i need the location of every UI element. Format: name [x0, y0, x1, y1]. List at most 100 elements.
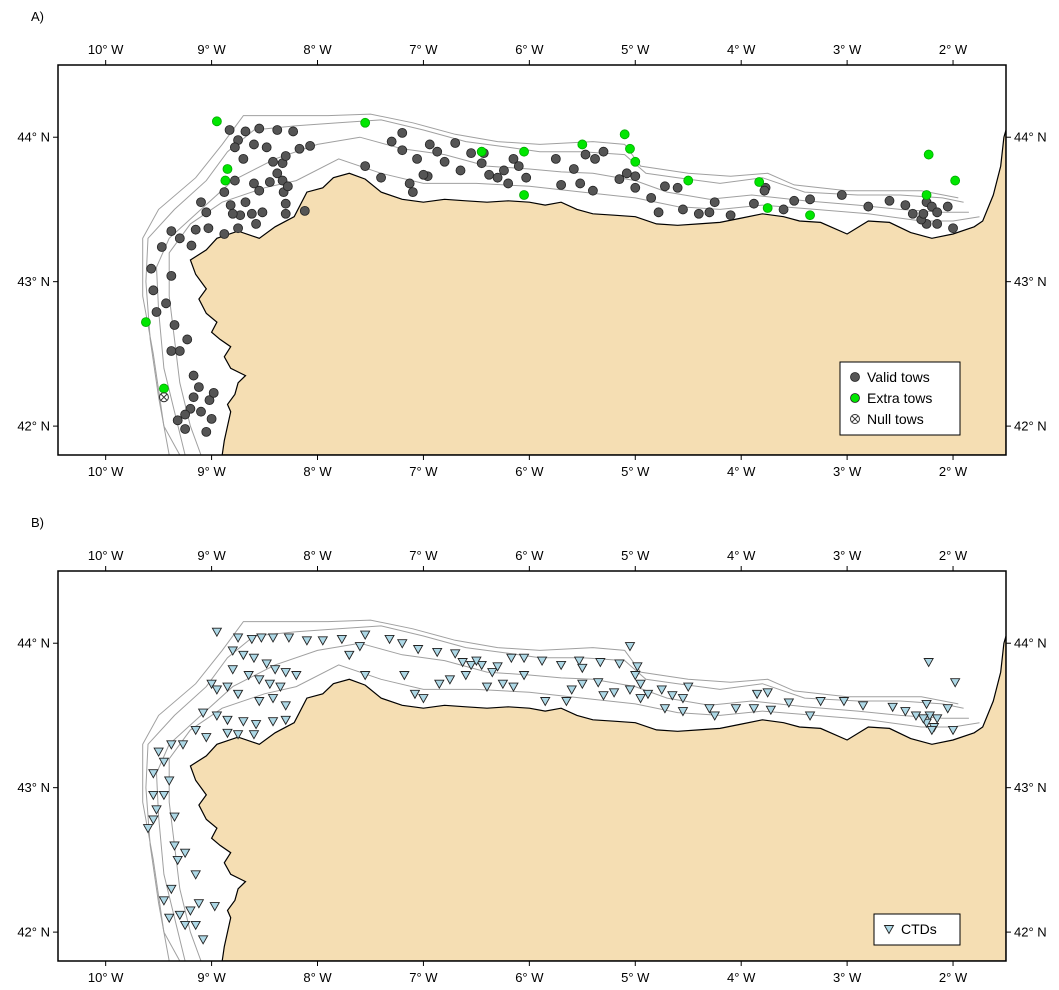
valid-tow-point	[229, 142, 240, 153]
valid-tow-point	[151, 307, 162, 317]
valid-tow-point	[503, 178, 514, 189]
valid-tow-point	[208, 387, 219, 398]
lon-tick-label-bottom: 6° W	[515, 970, 544, 985]
ctd-point	[765, 705, 777, 716]
lon-tick-label-top: 10° W	[88, 42, 124, 57]
map-area	[58, 65, 1006, 455]
ctd-point	[359, 671, 371, 681]
valid-tow-point	[224, 125, 235, 135]
valid-tow-point	[305, 140, 315, 151]
valid-tow-point	[188, 392, 199, 403]
lon-tick-label-top: 3° W	[833, 548, 862, 563]
valid-tow-point	[476, 158, 487, 169]
ctd-point	[677, 694, 689, 704]
ctd-point	[359, 630, 371, 640]
valid-tow-point	[280, 208, 291, 219]
lat-tick-label-right: 44° N	[1014, 130, 1047, 145]
ctd-point	[506, 653, 517, 664]
ctd-point	[598, 691, 609, 701]
isobath-line	[142, 619, 959, 961]
valid-tow-point	[805, 194, 815, 205]
ctd-point	[158, 896, 170, 906]
valid-tow-point	[148, 285, 159, 296]
extra-tow-point	[360, 117, 371, 128]
ctd-point	[256, 633, 267, 643]
lat-tick-label-left: 42° N	[17, 419, 50, 434]
extra-tow-point	[762, 203, 773, 213]
extra-tow-point	[625, 143, 635, 154]
valid-tow-point	[942, 201, 953, 212]
valid-tow-point	[508, 153, 519, 164]
lon-tick-label-bottom: 3° W	[833, 970, 862, 985]
valid-tow-point	[249, 178, 259, 189]
valid-tow-point	[280, 198, 291, 209]
valid-tow-point	[439, 156, 450, 167]
valid-tow-point	[704, 207, 715, 218]
valid-tow-point	[254, 123, 265, 134]
ctd-point	[317, 636, 329, 646]
ctd-point	[492, 662, 503, 672]
ctd-point	[942, 704, 954, 714]
extra-tow-point	[141, 317, 151, 328]
valid-tow-point	[282, 181, 293, 192]
valid-tow-point	[225, 200, 236, 211]
valid-tow-point	[156, 242, 167, 252]
valid-tow-point	[397, 127, 408, 138]
ctd-point	[923, 658, 934, 668]
valid-tow-point	[499, 165, 509, 176]
lon-tick-label-top: 10° W	[88, 548, 124, 563]
ctd-point	[190, 920, 201, 931]
ctd-point	[169, 841, 180, 851]
lon-tick-label-bottom: 9° W	[197, 970, 226, 985]
map-frame	[57, 64, 1007, 456]
ctd-point	[947, 725, 959, 736]
valid-tow-point	[261, 142, 272, 153]
valid-tow-point	[376, 172, 386, 183]
ctd-point	[206, 679, 217, 690]
legend-marker	[850, 372, 860, 382]
ctd-point	[211, 711, 223, 721]
ctd-point	[656, 685, 668, 695]
valid-tow-point	[580, 149, 591, 160]
ctd-point	[227, 646, 239, 656]
extra-tow-point	[923, 149, 934, 160]
lon-tick-label-top: 4° W	[727, 548, 756, 563]
valid-tow-point	[614, 174, 625, 185]
valid-tow-point	[294, 143, 305, 154]
ctd-point	[267, 633, 279, 643]
ctd-point	[481, 682, 493, 692]
lon-tick-label-bottom: 7° W	[409, 970, 438, 985]
ctd-point	[751, 689, 763, 700]
valid-tow-point	[206, 413, 217, 424]
extra-tow-point	[519, 190, 529, 200]
ctd-point	[949, 678, 961, 688]
ctd-point	[211, 627, 223, 638]
ctd-point	[177, 740, 189, 750]
ctd-point	[197, 708, 209, 718]
ctd-point	[163, 913, 175, 924]
valid-tow-point	[201, 207, 212, 218]
valid-tow-point	[196, 406, 206, 417]
ctd-point	[667, 691, 678, 701]
ctd-point	[730, 704, 742, 714]
ctd-point	[460, 671, 472, 681]
ctd-point	[142, 824, 154, 834]
valid-tow-point	[660, 181, 670, 192]
ctd-point	[354, 642, 366, 652]
ctd-point	[267, 694, 279, 704]
map-area	[58, 571, 1006, 961]
lat-tick-label-right: 42° N	[1014, 925, 1047, 940]
ctd-point	[709, 711, 720, 721]
ctd-point	[166, 740, 177, 750]
ctd-point	[158, 757, 170, 768]
ctd-point	[635, 679, 646, 690]
ctd-point	[804, 711, 816, 721]
extra-tow-point	[159, 383, 169, 394]
ctd-point	[434, 679, 445, 690]
valid-tow-point	[418, 169, 429, 180]
ctd-point	[280, 715, 292, 726]
panel-a-label: A)	[31, 9, 44, 24]
ctd-point	[539, 697, 551, 707]
legend-box	[839, 361, 961, 436]
lon-tick-label-bottom: 8° W	[303, 464, 332, 479]
